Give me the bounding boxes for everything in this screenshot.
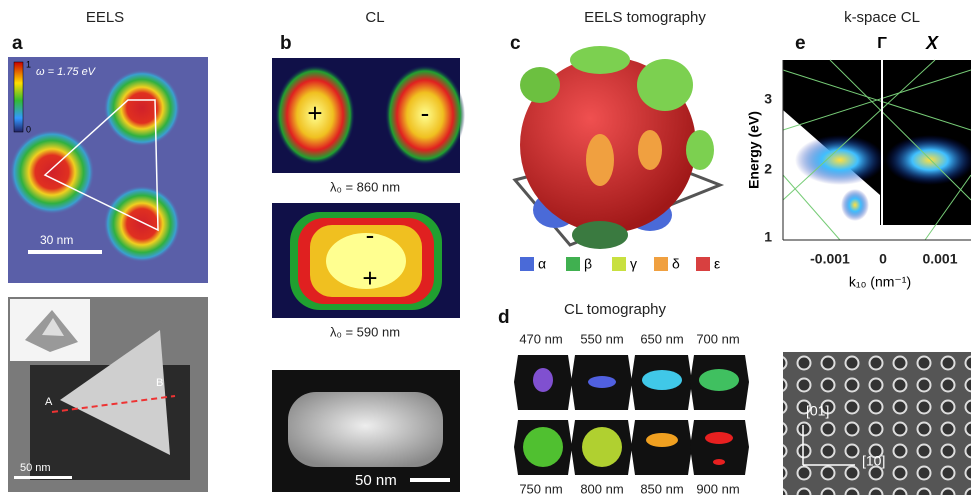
sem-image: [272, 370, 460, 492]
sign: -: [366, 220, 375, 250]
tomography-render: [512, 46, 725, 249]
colorbar-label: 1: [26, 59, 31, 69]
x-axis-label: k₁₀ (nm⁻¹): [849, 274, 911, 290]
point-label: A: [45, 396, 53, 408]
wavelength-label: 900 nm: [696, 481, 739, 496]
x-tick-label: 0: [879, 251, 887, 267]
cl-map: [272, 58, 465, 173]
legend: [520, 257, 710, 271]
wavelength-label: 750 nm: [519, 481, 562, 496]
symmetry-point: Γ: [877, 35, 887, 52]
panel-title: CL tomography: [564, 301, 666, 318]
scale-label: 50 nm: [355, 472, 397, 489]
panel-label: c: [510, 33, 521, 54]
caption: λ₀ = 590 nm: [330, 324, 400, 339]
wavelength-label: 800 nm: [580, 481, 623, 496]
y-tick-label: 1: [764, 229, 772, 245]
point-label: B: [156, 377, 163, 389]
direction-label: [10]: [862, 453, 885, 469]
column-header: EELS tomography: [584, 9, 706, 26]
panel-label: d: [498, 307, 510, 328]
sign: +: [362, 263, 377, 293]
x-tick-label: -0.001: [810, 251, 850, 267]
cl-map: [272, 203, 460, 318]
column-header: CL: [365, 9, 384, 26]
legend-label: ε: [714, 256, 720, 272]
symmetry-point: X: [925, 33, 939, 53]
tomography-slices: [514, 355, 749, 475]
panel-label: a: [12, 33, 23, 54]
x-tick-label: 0.001: [922, 251, 957, 267]
legend-label: β: [584, 256, 592, 272]
legend-label: α: [538, 256, 546, 272]
legend-label: δ: [672, 256, 680, 272]
sem-array: [783, 352, 971, 495]
wavelength-label: 700 nm: [696, 331, 739, 346]
legend-label: γ: [630, 256, 637, 272]
caption: λ₀ = 860 nm: [330, 179, 400, 194]
sign: +: [307, 98, 322, 128]
scale-label: 50 nm: [20, 462, 51, 474]
sign: -: [421, 98, 430, 128]
eels-map: [8, 57, 208, 283]
sem-image: [8, 297, 208, 492]
column-header: k-space CL: [844, 9, 920, 26]
wavelength-label: 550 nm: [580, 331, 623, 346]
y-tick-label: 3: [764, 91, 772, 107]
wavelength-label: 470 nm: [519, 331, 562, 346]
scale-label: 30 nm: [40, 233, 73, 247]
dispersion-map: [782, 55, 971, 241]
colorbar-label: 0: [26, 124, 31, 134]
wavelength-label: 850 nm: [640, 481, 683, 496]
wavelength-label: 650 nm: [640, 331, 683, 346]
energy-label: ω = 1.75 eV: [36, 66, 97, 78]
column-header: EELS: [86, 9, 124, 26]
y-axis-label: Energy (eV): [746, 111, 762, 189]
panel-label: b: [280, 33, 292, 54]
direction-label: [01]: [806, 403, 829, 419]
y-tick-label: 2: [764, 161, 772, 177]
panel-label: e: [795, 33, 806, 54]
